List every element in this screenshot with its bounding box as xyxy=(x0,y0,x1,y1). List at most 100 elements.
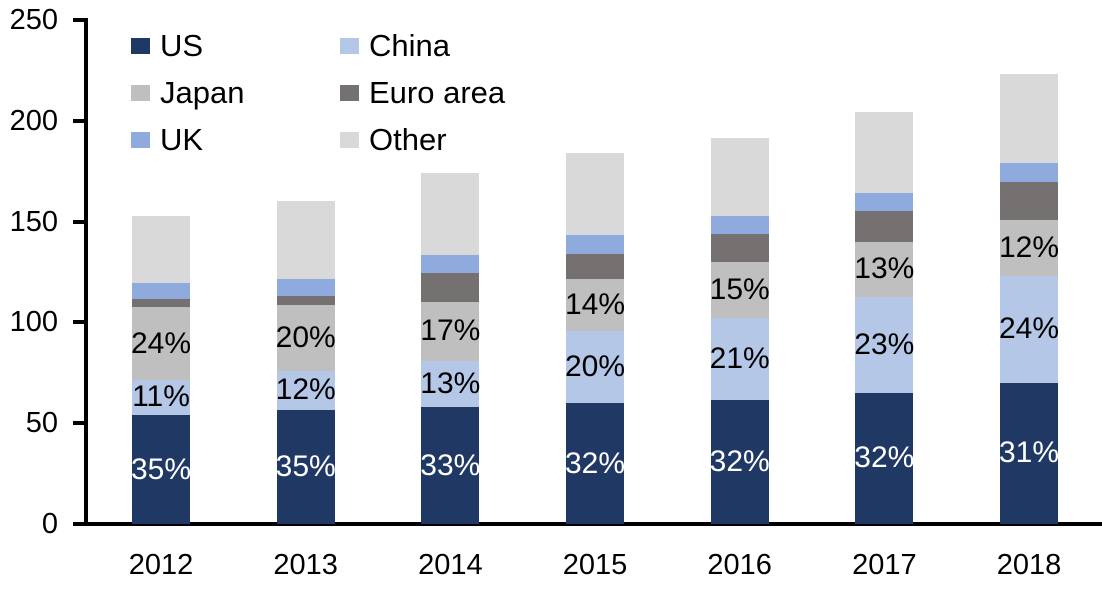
segment-label-japan: 13% xyxy=(854,252,915,286)
legend-label-euro-area: Euro area xyxy=(369,74,506,110)
segment-label-japan: 24% xyxy=(130,326,192,360)
segment-label-china: 21% xyxy=(709,342,770,376)
segment-uk xyxy=(855,193,914,211)
segment-us xyxy=(566,403,624,524)
y-axis-tick xyxy=(73,320,84,325)
segment-other xyxy=(421,173,480,255)
legend-label-other: Other xyxy=(369,121,447,157)
bar-2012 xyxy=(132,20,190,524)
segment-euro-area xyxy=(710,233,769,262)
segment-label-us: 35% xyxy=(275,450,336,484)
x-axis-label: 2016 xyxy=(707,549,772,581)
segment-label-us: 31% xyxy=(998,436,1060,470)
segment-us xyxy=(132,415,190,524)
legend-item-china: China xyxy=(340,27,549,63)
segment-label-china: 12% xyxy=(275,373,336,407)
y-axis-line xyxy=(84,18,88,526)
segment-label-japan: 12% xyxy=(998,230,1060,264)
x-axis-line xyxy=(84,522,1102,526)
segment-japan xyxy=(276,305,335,371)
segment-label-us: 33% xyxy=(420,448,481,482)
segment-euro-area xyxy=(566,253,624,280)
segment-uk xyxy=(132,283,190,300)
segment-label-us: 32% xyxy=(709,445,770,478)
x-axis-label: 2014 xyxy=(418,549,483,581)
legend: US Japan UK China Euro area Other xyxy=(131,22,549,163)
segment-japan xyxy=(1000,219,1058,277)
y-axis-tick-label: 150 xyxy=(9,205,58,238)
y-axis-tick xyxy=(73,18,84,22)
segment-label-china: 23% xyxy=(854,328,915,362)
y-axis-tick xyxy=(73,219,84,224)
segment-euro-area xyxy=(276,296,335,306)
plot-area: 35% 35% 33% 32% 32% 32% 31% 11% 12% 13% 20% 21% 23% 2… xyxy=(0,20,1102,524)
segment-label-japan: 17% xyxy=(420,314,481,348)
legend-item-japan: Japan xyxy=(131,74,340,110)
segment-other xyxy=(276,201,335,280)
segment-label-china: 11% xyxy=(132,380,190,414)
legend-swatch-uk xyxy=(131,131,150,148)
bar-2013 xyxy=(276,20,335,524)
segment-label-japan: 15% xyxy=(709,273,770,307)
bar-2016 xyxy=(710,20,769,524)
y-axis-tick-label: 250 xyxy=(9,4,58,36)
segment-other xyxy=(566,153,624,235)
segment-label-china: 24% xyxy=(998,312,1060,346)
segment-other xyxy=(132,215,190,284)
x-axis-labels: 2012 2013 2014 2015 2016 2017 2018 xyxy=(0,550,1102,590)
segment-japan xyxy=(421,302,480,361)
segment-china xyxy=(710,318,769,401)
segment-label-japan: 20% xyxy=(275,321,336,355)
bar-2015 xyxy=(566,20,624,524)
y-axis-tick-label: 200 xyxy=(9,104,58,137)
segment-uk xyxy=(421,254,480,274)
segment-label-us: 35% xyxy=(130,452,192,486)
segment-euro-area xyxy=(421,273,480,303)
segment-japan xyxy=(710,261,769,319)
x-axis-label: 2017 xyxy=(852,549,917,581)
segment-china xyxy=(855,297,914,393)
segment-japan xyxy=(855,241,914,298)
legend-swatch-euro-area xyxy=(340,84,359,101)
segment-uk xyxy=(276,279,335,297)
bar-2014 xyxy=(421,20,480,524)
y-axis-tick xyxy=(73,522,84,526)
segment-uk xyxy=(1000,163,1058,183)
segment-euro-area xyxy=(132,299,190,308)
segment-us xyxy=(855,392,914,524)
segment-china xyxy=(421,360,480,408)
segment-uk xyxy=(710,215,769,234)
legend-swatch-china xyxy=(340,37,359,54)
bar-2018 xyxy=(1000,20,1058,524)
legend-label-china: China xyxy=(369,27,450,63)
y-axis-tick-label: 100 xyxy=(9,306,58,339)
segment-other xyxy=(710,137,769,216)
segment-label-us: 32% xyxy=(854,441,915,475)
x-axis-label: 2012 xyxy=(128,549,194,581)
segment-china xyxy=(1000,276,1058,383)
legend-swatch-us xyxy=(131,37,150,54)
segment-uk xyxy=(566,234,624,254)
bar-2017 xyxy=(855,20,914,524)
segment-us xyxy=(710,400,769,524)
x-axis-label: 2018 xyxy=(996,549,1062,581)
legend-label-uk: UK xyxy=(160,121,204,157)
legend-label-japan: Japan xyxy=(160,74,245,110)
segment-us xyxy=(1000,382,1058,524)
segment-label-us: 32% xyxy=(564,446,626,480)
segment-china xyxy=(566,331,624,404)
y-axis-tick-label: 50 xyxy=(25,407,58,440)
y-axis-tick xyxy=(73,118,84,123)
x-axis-label: 2015 xyxy=(562,549,628,581)
segment-euro-area xyxy=(855,210,914,242)
segment-us xyxy=(276,410,335,524)
y-axis-tick xyxy=(73,421,84,426)
legend-swatch-japan xyxy=(131,84,150,101)
segment-euro-area xyxy=(1000,182,1058,220)
legend-swatch-other xyxy=(340,131,359,148)
x-axis-label: 2013 xyxy=(273,549,338,581)
segment-label-china: 13% xyxy=(420,366,481,400)
segment-us xyxy=(421,407,480,524)
legend-item-euro-area: Euro area xyxy=(340,74,549,110)
segment-japan xyxy=(566,279,624,332)
